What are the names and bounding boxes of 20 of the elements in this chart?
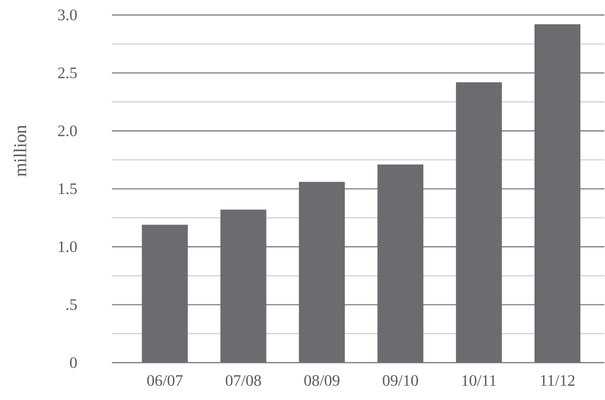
bar: [456, 82, 502, 363]
y-tick-label: 0: [70, 357, 77, 368]
y-tick-label: 3.0: [58, 10, 77, 21]
x-tick-label: 10/11: [462, 375, 496, 386]
y-tick-label: 1.5: [58, 184, 77, 194]
bar: [142, 224, 188, 363]
bar: [377, 164, 424, 363]
y-axis-title: million: [14, 125, 26, 177]
y-tick-label: 2.5: [58, 68, 77, 79]
bar: [220, 210, 266, 363]
x-tick-label: 09/10: [382, 375, 418, 386]
y-tick-label: 2.0: [58, 126, 77, 137]
x-tick-label: 07/08: [226, 375, 261, 386]
bar: [534, 24, 580, 363]
x-tick-label: 08/09: [304, 375, 340, 386]
y-tick-label: 1.0: [58, 242, 77, 252]
y-tick-label: .5: [66, 300, 77, 310]
x-tick-label: 06/07: [147, 375, 183, 386]
bar: [298, 182, 345, 363]
x-tick-label: 11/12: [540, 375, 574, 386]
